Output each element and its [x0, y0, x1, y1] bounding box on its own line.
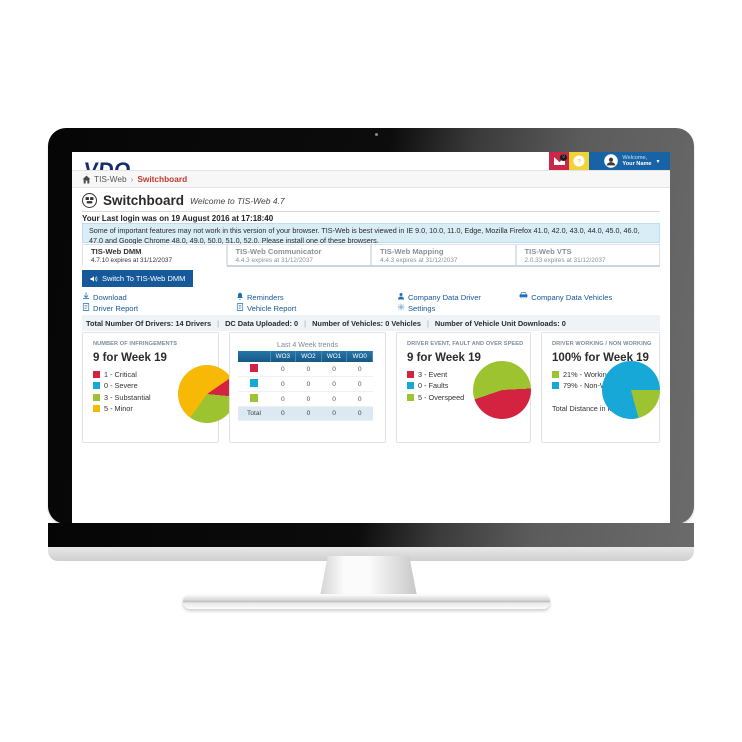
svg-text:?: ? — [577, 158, 581, 165]
